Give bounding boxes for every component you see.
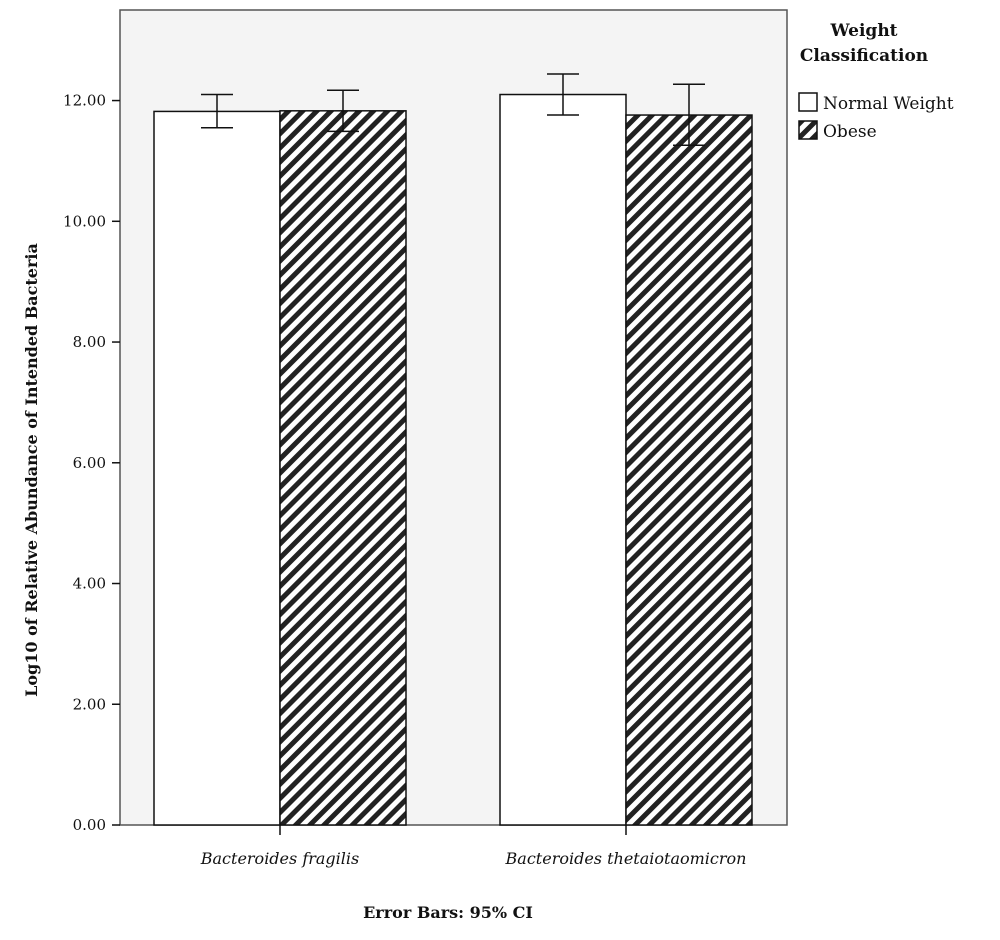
error-bar: [327, 89, 359, 133]
bar-obese-0: [279, 110, 407, 826]
bar-normal-weight-1: [499, 93, 627, 826]
y-tick-label: 12.00: [63, 92, 106, 110]
error-bars-layer: [201, 73, 705, 146]
y-tick-label: 2.00: [73, 695, 106, 713]
bar-obese-1: [625, 114, 753, 826]
y-tick-label: 10.00: [63, 212, 106, 230]
error-bar: [547, 73, 579, 116]
y-tick-label: 4.00: [73, 575, 106, 593]
legend-title-line-2: Classification: [800, 46, 928, 66]
bar-normal-weight-0: [153, 110, 281, 826]
legend-label-obese: Obese: [823, 122, 877, 142]
y-tick-label: 0.00: [73, 816, 106, 834]
legend-title-line-1: Weight: [829, 21, 897, 41]
legend-swatch-normal-weight: [798, 92, 818, 112]
legend-swatch-obese: [798, 120, 818, 140]
legend-label-normal-weight: Normal Weight: [823, 94, 954, 114]
y-axis: 0.00 2.00 4.00 6.00 8.00 10.00 12.00: [63, 92, 120, 834]
x-category-label: Bacteroides fragilis: [200, 849, 359, 868]
error-bar: [673, 83, 705, 146]
x-category-label: Bacteroides thetaiotaomicron: [505, 849, 747, 868]
legend: Weight Classification Normal Weight Obes…: [798, 21, 954, 142]
y-tick-label: 8.00: [73, 333, 106, 351]
y-tick-label: 6.00: [73, 454, 106, 472]
x-axis: Bacteroides fragilis Bacteroides thetaiot…: [200, 825, 747, 868]
error-bar: [201, 93, 233, 129]
footnote: Error Bars: 95% CI: [363, 903, 533, 922]
y-axis-title: Log10 of Relative Abundance of Intended …: [22, 243, 41, 697]
